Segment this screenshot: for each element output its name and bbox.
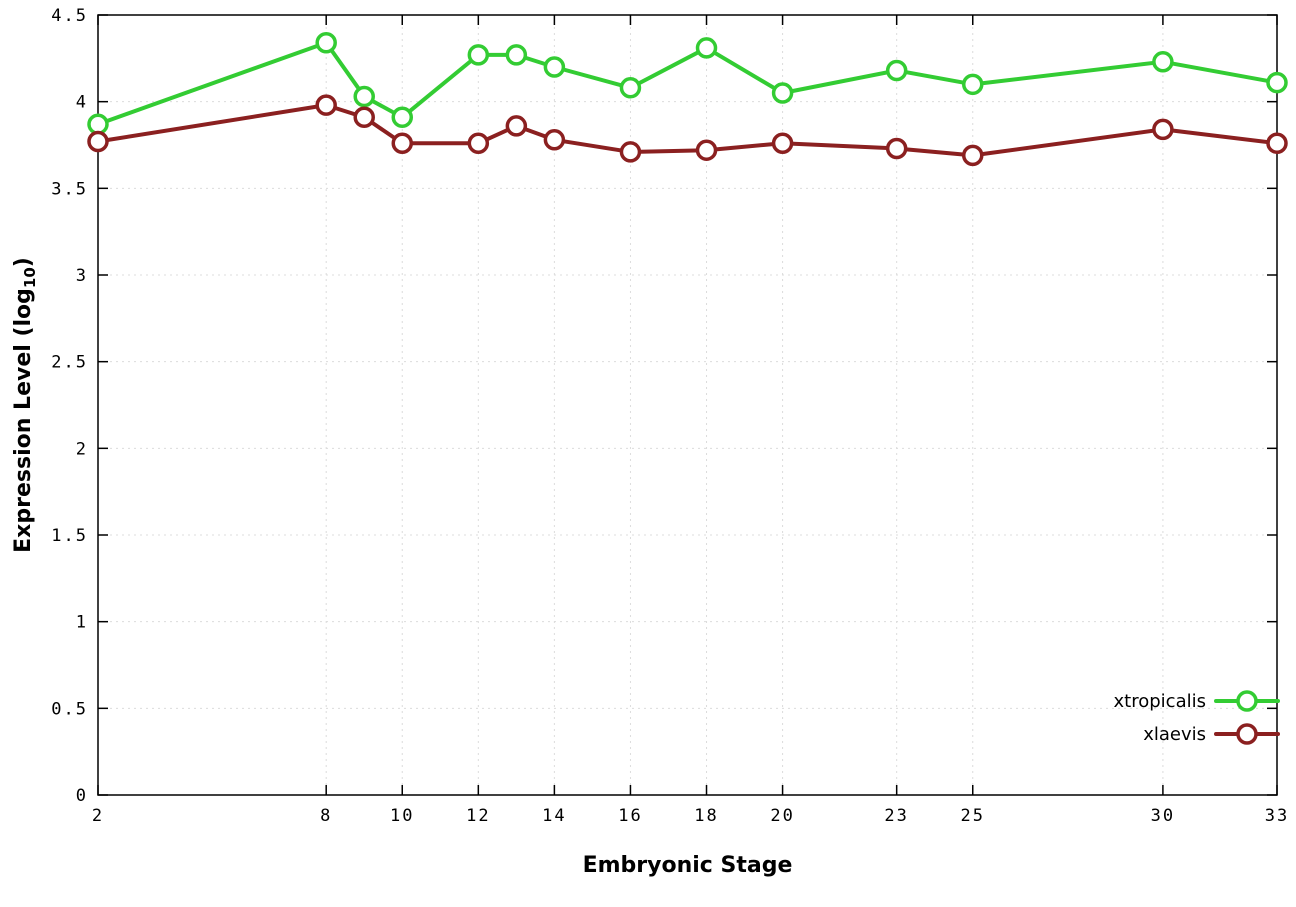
axes: 2 8 10 12 14 16 18 20 23 25 30 33 0 0.5 1 1.5 2 2.5 3 3.5 4 4… xyxy=(51,6,1289,826)
marker-xtropicalis xyxy=(505,44,528,66)
y-tick-label: 0 xyxy=(76,786,88,806)
marker-xlaevis xyxy=(505,115,528,137)
x-tick-label: 25 xyxy=(960,806,984,826)
series-line-xlaevis xyxy=(96,103,1279,158)
marker-xlaevis xyxy=(619,141,642,163)
x-tick-label: 8 xyxy=(320,806,332,826)
marker-xtropicalis xyxy=(467,44,490,66)
x-tick-label: 33 xyxy=(1265,806,1289,826)
x-tick-label: 14 xyxy=(542,806,566,826)
marker-xlaevis xyxy=(467,132,490,155)
data-series xyxy=(87,31,1288,167)
x-tick-label: 18 xyxy=(694,806,718,826)
x-tick-label: 12 xyxy=(466,806,490,826)
legend-label-xtropicalis: xtropicalis xyxy=(1114,691,1206,712)
marker-xlaevis xyxy=(1266,132,1288,155)
y-tick-label: 3.5 xyxy=(51,179,88,199)
x-tick-label: 2 xyxy=(92,806,104,826)
marker-xlaevis xyxy=(315,94,337,116)
marker-xlaevis xyxy=(87,130,109,153)
marker-xtropicalis xyxy=(1152,51,1174,73)
marker-xlaevis xyxy=(391,132,414,155)
marker-xtropicalis xyxy=(885,59,908,82)
marker-xtropicalis xyxy=(961,73,984,96)
marker-xtropicalis xyxy=(619,77,642,99)
marker-xtropicalis xyxy=(391,106,414,129)
marker-xtropicalis xyxy=(315,31,337,54)
legend: xtropicalis xlaevis xyxy=(1114,690,1280,745)
y-tick-label: 4 xyxy=(76,93,88,113)
y-tick-label: 2 xyxy=(76,439,88,459)
y-tick-label: 3 xyxy=(76,266,88,286)
x-tick-label: 23 xyxy=(884,806,908,826)
marker-xtropicalis xyxy=(695,37,718,59)
marker-xlaevis xyxy=(695,139,718,161)
marker-xlaevis xyxy=(961,144,984,167)
legend-sample-marker xyxy=(1236,690,1258,712)
marker-xlaevis xyxy=(543,129,566,151)
marker-xlaevis xyxy=(885,137,908,160)
y-tick-label: 1 xyxy=(76,613,88,633)
legend-sample-marker xyxy=(1236,723,1258,745)
x-tick-label: 10 xyxy=(390,806,414,826)
marker-xtropicalis xyxy=(1266,71,1288,94)
x-tick-label: 16 xyxy=(618,806,642,826)
marker-xtropicalis xyxy=(353,85,375,108)
y-tick-label: 0.5 xyxy=(51,699,88,719)
plot-border xyxy=(97,14,1278,796)
marker-xlaevis xyxy=(771,132,794,155)
marker-xtropicalis xyxy=(87,113,109,135)
marker-xtropicalis xyxy=(771,82,794,104)
grid-lines xyxy=(97,14,1278,796)
y-tick-label: 1.5 xyxy=(51,526,88,546)
marker-xlaevis xyxy=(1152,118,1174,141)
y-axis-label: Expression Level (log10) xyxy=(11,257,39,553)
legend-label-xlaevis: xlaevis xyxy=(1143,724,1206,745)
y-tick-label: 2.5 xyxy=(51,353,88,373)
marker-xlaevis xyxy=(353,106,375,129)
x-axis-label: Embryonic Stage xyxy=(583,853,793,878)
x-tick-label: 30 xyxy=(1151,806,1175,826)
marker-xtropicalis xyxy=(543,56,566,78)
y-tick-label: 4.5 xyxy=(51,6,88,26)
x-tick-label: 20 xyxy=(770,806,794,826)
